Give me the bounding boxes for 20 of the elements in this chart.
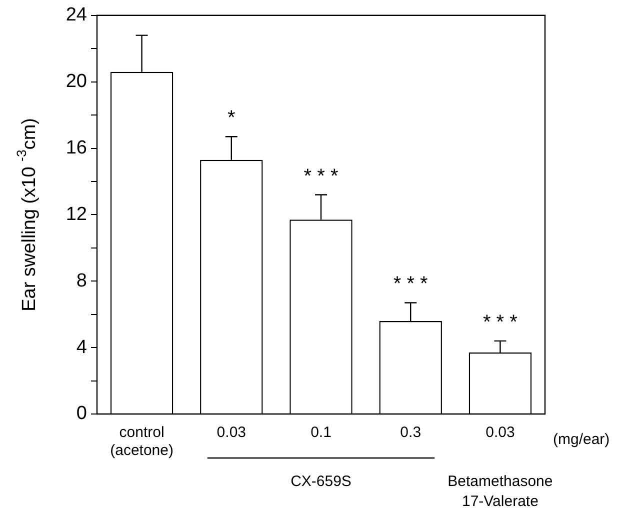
data-label: * * * — [304, 165, 338, 188]
x-axis-title: (mg/ear) — [553, 431, 610, 448]
x-tick-label: 0.03 — [216, 424, 246, 442]
y-tick-label: 20 — [66, 71, 87, 92]
data-label: * — [228, 107, 236, 130]
y-tick-label: 4 — [76, 336, 88, 358]
x-tick-label: 0.3 — [400, 424, 422, 442]
y-axis-title: Ear swelling (x10 -3cm) — [14, 118, 40, 312]
text: CX-659S — [290, 473, 352, 490]
y-tick-label: 8 — [76, 270, 87, 292]
x-tick-label: 0.03 — [486, 424, 515, 442]
data-label: * * * — [393, 273, 428, 296]
x-tick-label: 0.1 — [310, 424, 332, 442]
x-tick-label: control (acetone) — [110, 424, 174, 460]
data-label: * * * — [482, 311, 518, 334]
y-tick-label: 16 — [66, 138, 87, 158]
y-tick-label: 0 — [76, 403, 87, 424]
text: Betamethasone 17-Valerate — [448, 473, 553, 510]
y-tick-label: 24 — [66, 4, 88, 26]
y-tick-label: 12 — [66, 204, 87, 225]
